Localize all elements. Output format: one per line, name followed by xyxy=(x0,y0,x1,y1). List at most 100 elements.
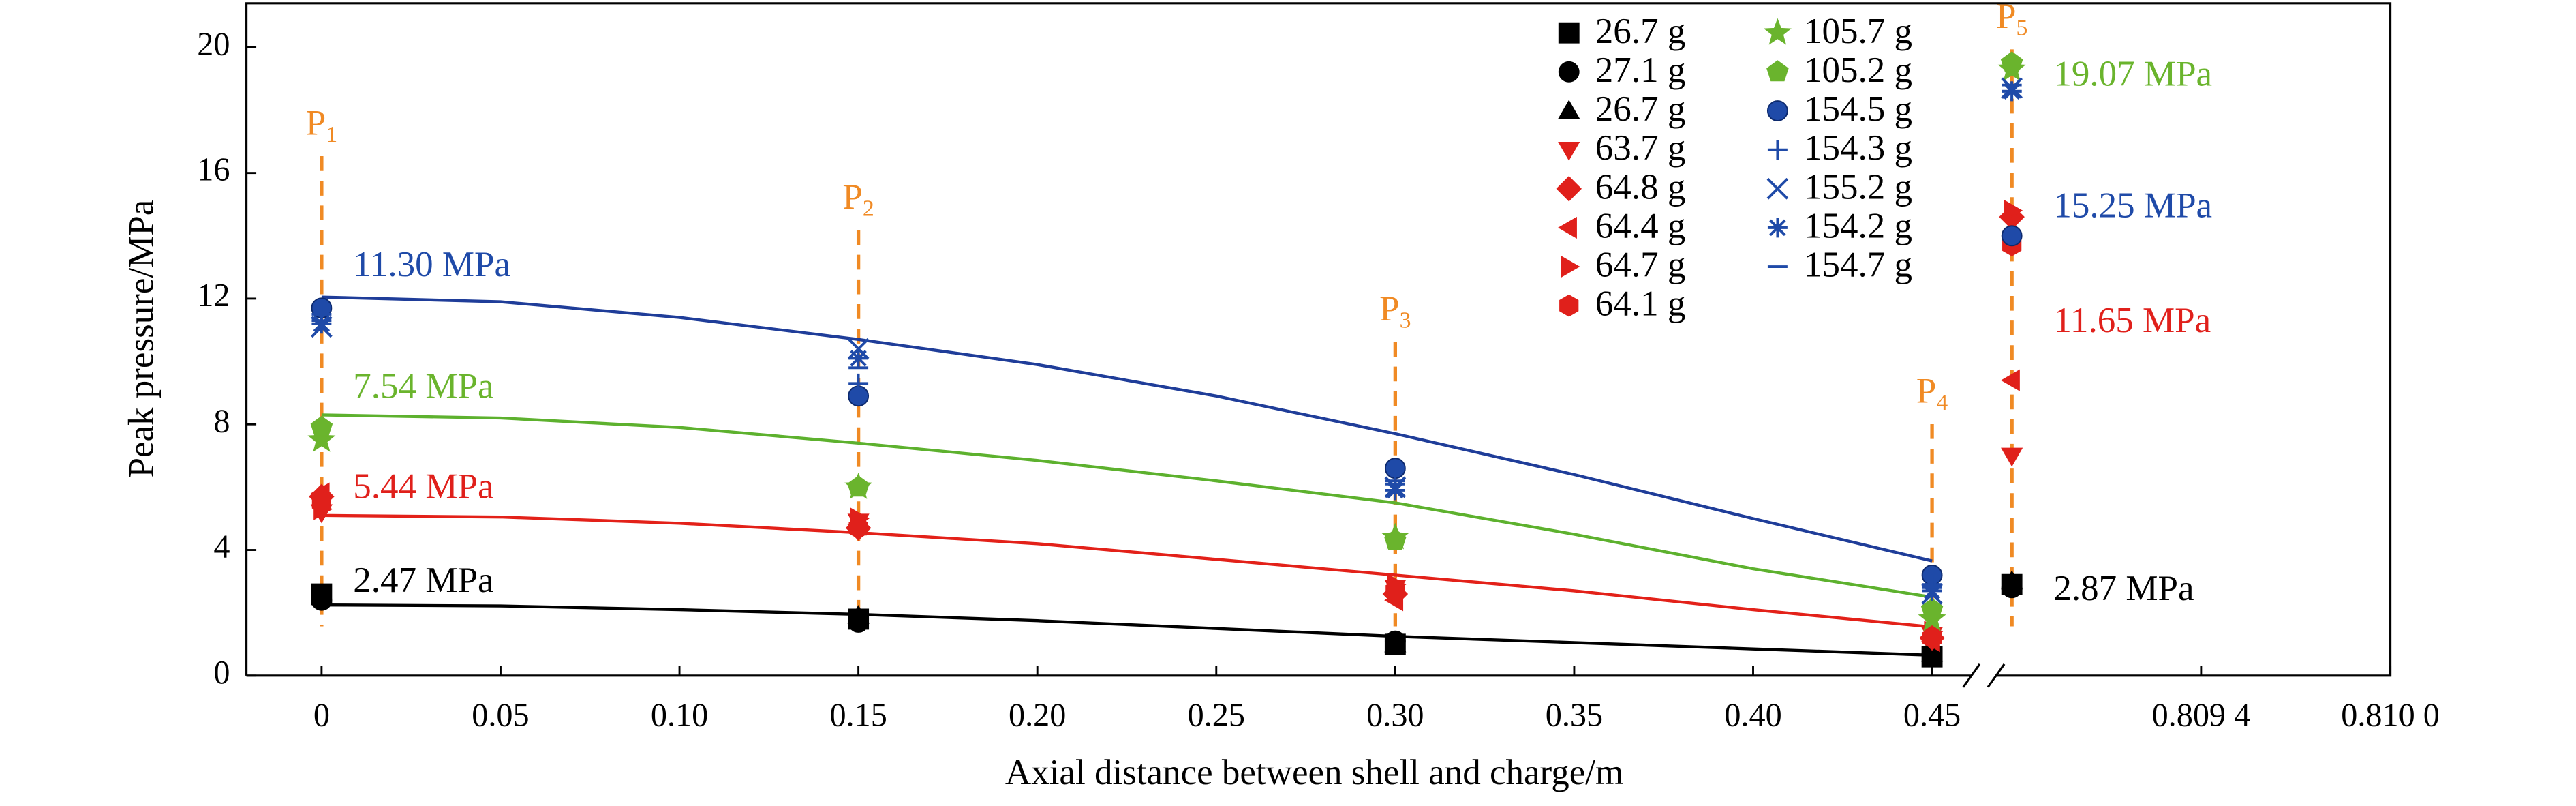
legend-marker xyxy=(1558,100,1580,119)
legend-label: 27.1 g xyxy=(1595,50,1686,90)
data-point xyxy=(847,605,870,624)
y-tick-label: 12 xyxy=(197,278,230,314)
data-point xyxy=(310,415,333,437)
data-point xyxy=(848,373,869,393)
data-point xyxy=(848,385,870,407)
position-label: P1 xyxy=(306,104,337,147)
legend-label: 64.8 g xyxy=(1595,167,1686,207)
data-point xyxy=(1920,597,1944,619)
axis-break xyxy=(1962,663,2006,688)
data-point xyxy=(1384,458,1406,479)
x-tick-label: 0.40 xyxy=(1724,698,1781,734)
fit-curve xyxy=(321,603,1933,657)
x-tick-label: 0.45 xyxy=(1903,698,1961,734)
position-label: P3 xyxy=(1379,289,1411,333)
legend-marker xyxy=(1558,216,1577,239)
data-point xyxy=(2004,199,2023,222)
legend-label: 64.7 g xyxy=(1595,245,1686,285)
legend-marker xyxy=(1558,22,1580,44)
annotation: 11.30 MPa xyxy=(353,245,510,284)
y-axis-title: Peak pressure/MPa xyxy=(121,200,161,478)
legend-marker xyxy=(1763,18,1792,45)
y-tick-label: 8 xyxy=(213,403,230,439)
x-tick-label: 0.30 xyxy=(1366,698,1424,734)
data-point xyxy=(1922,580,1942,601)
data-point xyxy=(1384,633,1407,653)
legend-marker xyxy=(1766,60,1789,82)
data-point xyxy=(2000,51,2023,73)
position-sub: 5 xyxy=(2016,15,2027,40)
data-point xyxy=(848,348,869,368)
position-label: P5 xyxy=(1996,0,2027,40)
data-point xyxy=(848,516,868,539)
legend-marker xyxy=(1558,61,1580,83)
plot xyxy=(245,2,2392,688)
position-main: P xyxy=(1916,372,1937,411)
annotation: 11.65 MPa xyxy=(2053,301,2211,340)
legend-label: 64.4 g xyxy=(1595,206,1686,245)
position-main: P xyxy=(306,104,326,143)
legend-label: 26.7 g xyxy=(1595,12,1686,51)
x-tick-label: 0.15 xyxy=(829,698,887,734)
data-point xyxy=(1385,580,1405,602)
data-point xyxy=(1384,528,1407,550)
legend-marker xyxy=(1767,218,1788,238)
x-tick-label: 0.10 xyxy=(651,698,708,734)
legend-marker xyxy=(1561,255,1580,278)
data-point xyxy=(1921,642,1944,662)
legend-label: 154.2 g xyxy=(1804,206,1912,245)
position-label: P2 xyxy=(842,177,874,221)
y-tick-label: 0 xyxy=(213,655,230,691)
legend-marker xyxy=(1766,100,1788,121)
data-point xyxy=(310,586,333,606)
data-point xyxy=(2001,225,2023,247)
x-axis-title: Axial distance between shell and charge/… xyxy=(1005,753,1623,792)
data-point xyxy=(307,425,336,452)
data-point xyxy=(2001,369,2020,391)
annotation: 2.47 MPa xyxy=(353,561,493,600)
data-point xyxy=(1385,480,1405,501)
x-tick-label: 0.35 xyxy=(1546,698,1603,734)
x-tick-label: 0.20 xyxy=(1009,698,1066,734)
legend-label: 155.2 g xyxy=(1804,167,1912,207)
position-sub: 2 xyxy=(863,196,874,221)
annotation: 19.07 MPa xyxy=(2053,54,2212,93)
x-tick-label: 0.05 xyxy=(472,698,529,734)
legend-label: 105.7 g xyxy=(1804,12,1912,51)
legend-marker xyxy=(1559,294,1579,317)
annotation: 5.44 MPa xyxy=(353,467,493,507)
axes-frame xyxy=(245,2,2392,677)
legend-label: 26.7 g xyxy=(1595,89,1686,129)
data-point xyxy=(2001,447,2023,467)
annotation: 15.25 MPa xyxy=(2053,185,2212,225)
fit-curve xyxy=(321,295,1933,563)
legend-label: 154.7 g xyxy=(1804,245,1912,285)
position-main: P xyxy=(1379,289,1400,329)
legend-label: 64.1 g xyxy=(1595,284,1686,324)
fit-curve xyxy=(321,513,1933,629)
data-point xyxy=(311,314,332,334)
y-tick-label: 20 xyxy=(197,26,230,62)
legend-marker xyxy=(1766,177,1789,200)
y-tick-label: 16 xyxy=(197,152,230,188)
data-point xyxy=(2002,81,2022,102)
position-sub: 3 xyxy=(1400,308,1411,333)
data-point xyxy=(2001,570,2023,590)
legend-label: 63.7 g xyxy=(1595,128,1686,168)
data-point xyxy=(847,475,870,497)
y-tick-label: 4 xyxy=(213,529,230,565)
x-tick-label: 0.25 xyxy=(1188,698,1245,734)
position-label: P4 xyxy=(1916,372,1948,415)
legend-label: 154.3 g xyxy=(1804,128,1912,168)
data-point xyxy=(311,492,332,514)
legend-marker xyxy=(1767,140,1788,160)
annotation: 2.87 MPa xyxy=(2053,569,2194,608)
x-tick-label: 0 xyxy=(313,698,330,734)
legend-marker xyxy=(1558,141,1580,161)
position-sub: 4 xyxy=(1936,390,1948,415)
x-tick-label: 0.810 0 xyxy=(2341,698,2440,734)
data-point xyxy=(1922,627,1942,649)
legend-label: 105.2 g xyxy=(1804,50,1912,90)
annotation: 7.54 MPa xyxy=(353,367,493,406)
